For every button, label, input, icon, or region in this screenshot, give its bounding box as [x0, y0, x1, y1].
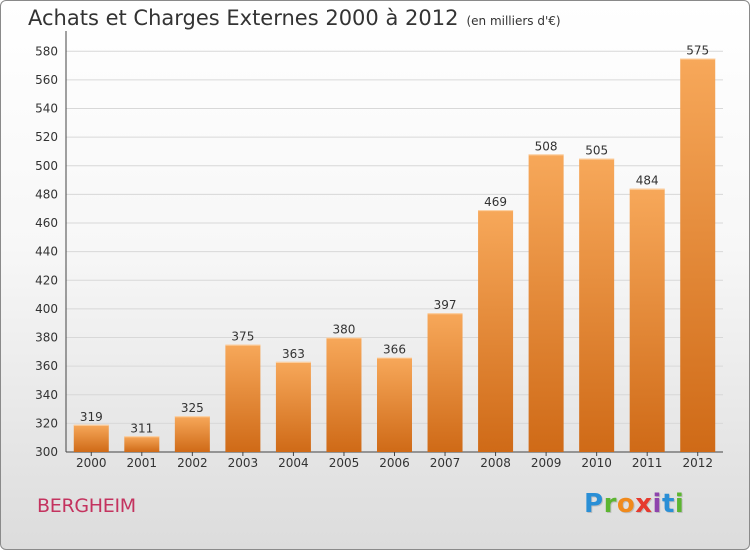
data-label: 469	[484, 195, 507, 209]
logo-letter: x	[635, 489, 653, 519]
chart-unit: (en milliers d'€)	[466, 14, 561, 28]
y-tick-label: 500	[35, 159, 58, 173]
x-tick-label: 2009	[531, 456, 562, 470]
bar	[579, 158, 615, 452]
y-tick-label: 460	[35, 216, 58, 230]
logo-letter: i	[652, 489, 662, 519]
bar	[478, 210, 514, 452]
logo-letter: r	[603, 489, 617, 519]
chart-title-text: Achats et Charges Externes 2000 à 2012	[28, 6, 459, 30]
data-label: 397	[434, 298, 457, 312]
y-tick-label: 360	[35, 359, 58, 373]
y-tick-label: 580	[35, 44, 58, 58]
x-tick-label: 2012	[682, 456, 713, 470]
commune-name: BERGHEIM	[37, 495, 136, 517]
bar	[73, 424, 109, 452]
data-label: 505	[585, 144, 608, 158]
bar	[326, 337, 362, 452]
y-tick-label: 520	[35, 130, 58, 144]
y-tick-label: 340	[35, 388, 58, 402]
data-label: 366	[383, 343, 406, 357]
y-tick-label: 400	[35, 302, 58, 316]
x-tick-label: 2000	[76, 456, 107, 470]
data-label: 319	[80, 410, 103, 424]
logo-letter: t	[661, 489, 675, 519]
x-tick-label: 2006	[379, 456, 410, 470]
x-tick-label: 2008	[480, 456, 511, 470]
data-label: 484	[636, 174, 659, 188]
bar	[174, 416, 210, 452]
bar	[377, 357, 412, 452]
bar	[528, 154, 564, 452]
data-label: 363	[282, 347, 305, 361]
data-label: 508	[535, 139, 558, 153]
data-label: 311	[130, 421, 153, 435]
y-tick-label: 540	[35, 102, 58, 116]
x-tick-label: 2005	[329, 456, 360, 470]
bar	[275, 361, 311, 452]
y-tick-label: 420	[35, 273, 58, 287]
y-tick-label: 560	[35, 73, 58, 87]
logo-letter: i	[674, 489, 685, 519]
chart-title: Achats et Charges Externes 2000 à 2012 (e…	[28, 6, 561, 30]
bar	[427, 313, 463, 452]
x-tick-label: 2010	[581, 456, 612, 470]
bar	[124, 436, 160, 452]
x-tick-label: 2011	[632, 456, 663, 470]
x-tick-label: 2002	[177, 456, 208, 470]
y-tick-label: 300	[35, 445, 58, 459]
bar	[680, 58, 716, 453]
data-label: 375	[231, 330, 254, 344]
data-label: 325	[181, 401, 204, 415]
y-tick-label: 320	[35, 416, 58, 430]
logo-letter: o	[616, 489, 636, 519]
y-tick-label: 480	[35, 187, 58, 201]
y-tick-label: 380	[35, 331, 58, 345]
proxiti-logo: Proxiti	[584, 489, 684, 519]
x-tick-label: 2004	[278, 456, 309, 470]
y-tick-label: 440	[35, 245, 58, 259]
bar	[225, 344, 261, 452]
bar	[629, 188, 665, 453]
data-label: 575	[686, 43, 709, 57]
x-tick-label: 2003	[228, 456, 259, 470]
data-label: 380	[333, 323, 356, 337]
x-tick-label: 2001	[127, 456, 158, 470]
logo-letter: P	[584, 489, 604, 519]
x-tick-label: 2007	[430, 456, 461, 470]
